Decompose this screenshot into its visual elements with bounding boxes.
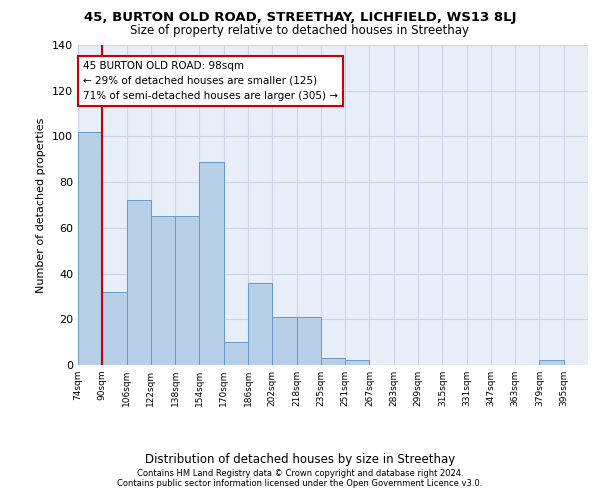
- Text: 45 BURTON OLD ROAD: 98sqm
← 29% of detached houses are smaller (125)
71% of semi: 45 BURTON OLD ROAD: 98sqm ← 29% of detac…: [83, 61, 338, 100]
- Text: Contains public sector information licensed under the Open Government Licence v3: Contains public sector information licen…: [118, 478, 482, 488]
- Y-axis label: Number of detached properties: Number of detached properties: [37, 118, 46, 292]
- Bar: [151, 216, 175, 365]
- Bar: [248, 282, 272, 365]
- Bar: [296, 317, 321, 365]
- Text: Size of property relative to detached houses in Streethay: Size of property relative to detached ho…: [131, 24, 470, 37]
- Bar: [199, 162, 224, 365]
- Bar: [321, 358, 345, 365]
- Bar: [102, 292, 127, 365]
- Text: Contains HM Land Registry data © Crown copyright and database right 2024.: Contains HM Land Registry data © Crown c…: [137, 468, 463, 477]
- Text: 45, BURTON OLD ROAD, STREETHAY, LICHFIELD, WS13 8LJ: 45, BURTON OLD ROAD, STREETHAY, LICHFIEL…: [84, 11, 516, 24]
- Bar: [224, 342, 248, 365]
- Text: Distribution of detached houses by size in Streethay: Distribution of detached houses by size …: [145, 453, 455, 466]
- Bar: [127, 200, 151, 365]
- Bar: [175, 216, 199, 365]
- Bar: [539, 360, 564, 365]
- Bar: [272, 317, 296, 365]
- Bar: [78, 132, 102, 365]
- Bar: [345, 360, 370, 365]
